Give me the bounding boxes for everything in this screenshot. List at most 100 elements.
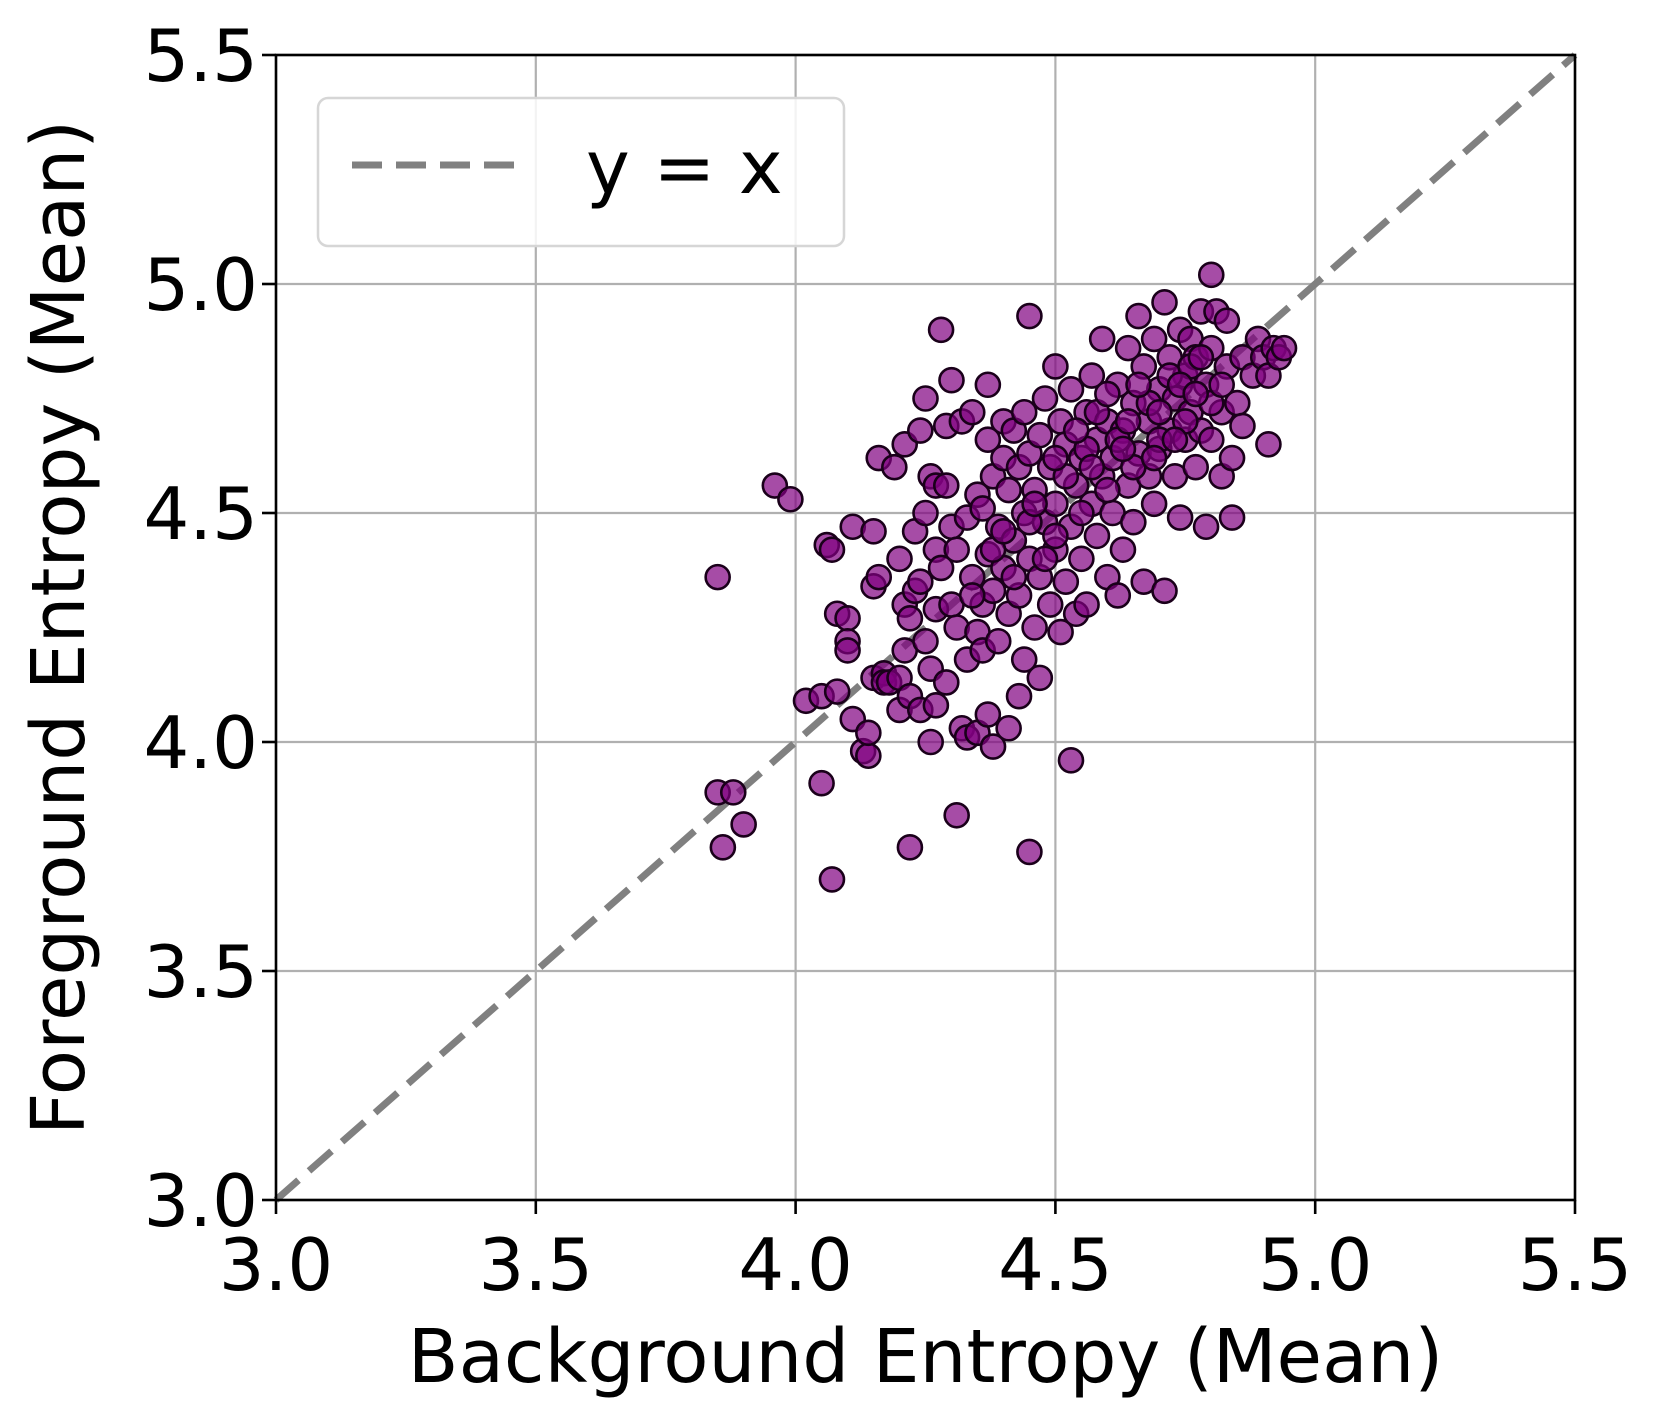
scatter-point (896, 605, 924, 632)
scatter-point (1218, 444, 1246, 472)
scatter-point (943, 801, 970, 829)
scatter-point (1083, 522, 1111, 550)
x-tick-label: 4.5 (998, 1223, 1113, 1307)
scatter-point (1109, 536, 1137, 563)
x-tick-label: 3.0 (219, 1223, 334, 1307)
scatter-point (730, 811, 757, 838)
scatter-point (907, 417, 934, 444)
x-tick-label: 3.5 (479, 1223, 594, 1307)
scatter-point (709, 834, 737, 861)
scatter-point (818, 536, 846, 563)
y-tick-label: 4.5 (143, 472, 258, 556)
x-axis-ticks: 3.0 3.5 4.0 4.5 5.0 5.5 (219, 1200, 1633, 1307)
scatter-point (1140, 325, 1168, 353)
scatter-point (1031, 545, 1059, 573)
y-tick-label: 3.5 (143, 930, 258, 1014)
scatter-point (886, 545, 913, 573)
data-points (704, 261, 1298, 893)
scatter-point (917, 728, 944, 756)
scatter-point (1068, 499, 1095, 527)
scatter-point (984, 627, 1012, 655)
scatter-point (1036, 591, 1064, 618)
scatter-point (974, 426, 1002, 454)
scatter-point (834, 605, 861, 632)
scatter-point (1000, 563, 1028, 591)
x-tick-label: 4.0 (738, 1223, 853, 1307)
scatter-point (1042, 522, 1069, 550)
scatter-point (1120, 508, 1147, 536)
scatter-point (1026, 664, 1054, 692)
scatter-point (1109, 435, 1137, 463)
scatter-point (969, 495, 996, 522)
scatter-point (1016, 838, 1043, 866)
scatter-point (1270, 334, 1298, 362)
legend: y = x (316, 96, 846, 248)
scatter-point (979, 733, 1007, 760)
scatter-point (1042, 353, 1069, 380)
scatter-point (834, 637, 861, 664)
scatter-point (881, 453, 908, 481)
scatter-point (932, 472, 960, 499)
x-tick-label: 5.0 (1258, 1223, 1373, 1307)
scatter-point (1042, 444, 1069, 472)
scatter-point (1047, 618, 1074, 646)
scatter-point (719, 779, 747, 806)
scatter-point (1197, 426, 1225, 454)
scatter-point (1062, 417, 1090, 444)
scatter-point (1161, 426, 1189, 454)
scatter-point (1114, 334, 1142, 362)
scatter-point (1010, 646, 1038, 673)
scatter-point (777, 485, 804, 513)
scatter-point (1057, 376, 1085, 403)
scatter-point (907, 568, 934, 596)
scatter-point (932, 669, 960, 696)
scatter-point (912, 499, 939, 527)
y-axis-ticks: 3.0 3.5 4.0 4.5 5.0 5.5 (143, 14, 276, 1243)
x-tick-label: 5.5 (1518, 1223, 1633, 1307)
scatter-point (1052, 568, 1080, 596)
scatter-point (1078, 362, 1106, 389)
scatter-point (1213, 307, 1241, 334)
scatter-point (1057, 747, 1085, 774)
scatter-point (1208, 371, 1235, 399)
scatter-point (704, 563, 731, 591)
scatter-point (896, 834, 924, 861)
scatter-point (995, 714, 1022, 742)
scatter-point (1166, 504, 1194, 531)
x-axis-label: Background Entropy (Mean) (408, 1314, 1443, 1400)
scatter-point (912, 627, 939, 655)
scatter-point (1016, 302, 1043, 330)
y-tick-label: 5.5 (143, 14, 258, 98)
y-axis-label: Foreground Entropy (Mean) (16, 120, 102, 1135)
scatter-point (1151, 289, 1178, 316)
scatter-point (922, 692, 950, 719)
scatter-point (1218, 504, 1246, 531)
scatter-point (818, 866, 846, 893)
scatter-point (927, 554, 955, 582)
reference-line-group (273, 52, 1578, 1203)
scatter-point (1255, 430, 1282, 458)
scatter-point (1140, 444, 1168, 472)
scatter-point (855, 719, 882, 747)
scatter-point (1021, 614, 1048, 641)
scatter-point (1187, 343, 1215, 371)
scatter-point (974, 371, 1002, 399)
scatter-point (808, 769, 835, 797)
scatter-point (865, 563, 893, 591)
scatter-point (1125, 302, 1152, 330)
y-tick-label: 3.0 (143, 1159, 258, 1243)
scatter-point (1010, 398, 1038, 426)
scatter-point (1192, 513, 1220, 541)
scatter-point (1005, 682, 1033, 710)
y-tick-label: 4.0 (143, 701, 258, 785)
scatter-point (1021, 490, 1048, 518)
y-tick-label: 5.0 (143, 243, 258, 327)
scatter-point (1078, 453, 1106, 481)
scatter-point (823, 678, 851, 705)
scatter-point (1125, 371, 1152, 399)
scatter-point (1140, 490, 1168, 518)
scatter-point (855, 742, 882, 770)
scatter-point (1197, 261, 1225, 289)
scatter-point (938, 366, 965, 394)
